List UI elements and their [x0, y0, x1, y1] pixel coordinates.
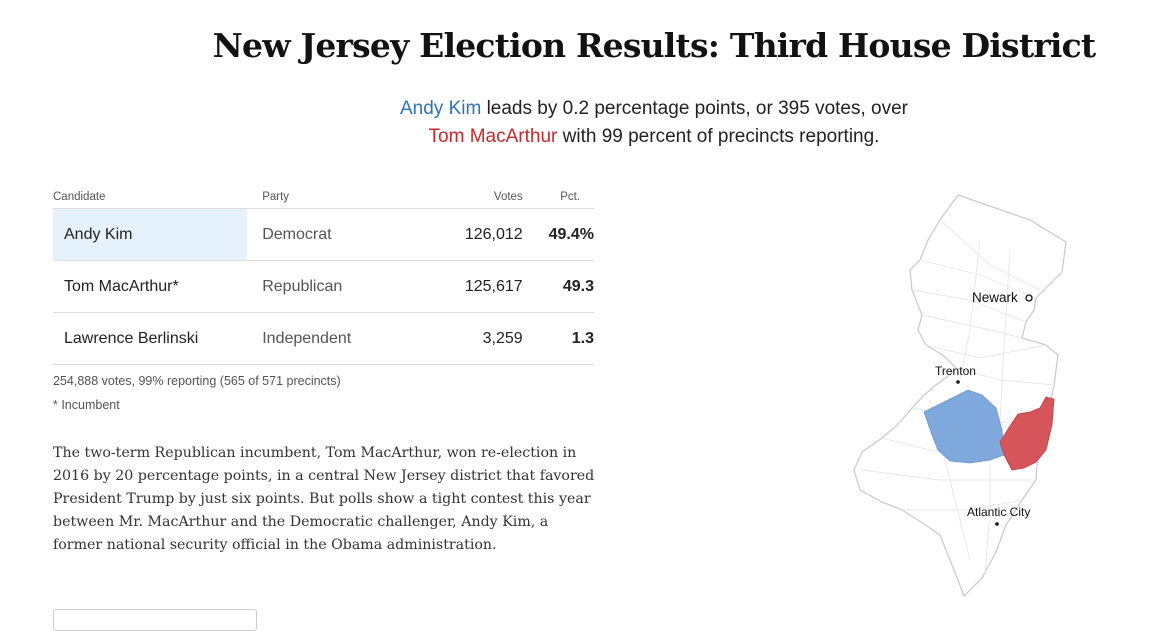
- candidate-party: Independent: [247, 312, 392, 365]
- candidate-pct: 1.3: [522, 312, 594, 365]
- district-map: [853, 194, 1067, 598]
- city-label-newark: Newark: [972, 290, 1018, 305]
- header-votes: Votes: [391, 186, 523, 209]
- article-paragraph: The two-term Republican incumbent, Tom M…: [53, 445, 595, 553]
- reporting-status: 254,888 votes, 99% reporting (565 of 571…: [53, 374, 341, 388]
- more-button[interactable]: [53, 609, 257, 631]
- header-party: Party: [247, 186, 392, 209]
- summary-text-1: leads by 0.2 percentage points, or 395 v…: [481, 98, 909, 119]
- newark-marker-icon: [1025, 294, 1033, 302]
- header-candidate: Candidate: [53, 186, 248, 209]
- candidate-votes: 125,617: [391, 260, 523, 313]
- candidate-party: Democrat: [247, 208, 392, 261]
- candidate-pct: 49.4%: [522, 208, 594, 261]
- results-summary: Andy Kim leads by 0.2 percentage points,…: [0, 95, 1164, 151]
- incumbent-note: * Incumbent: [53, 398, 120, 412]
- trailer-name: Tom MacArthur: [428, 126, 558, 147]
- table-row: Tom MacArthur* Republican 125,617 49.3: [53, 260, 594, 313]
- candidate-votes: 3,259: [391, 312, 523, 365]
- summary-text-2: with 99 percent of precincts reporting.: [557, 126, 880, 147]
- leader-name: Andy Kim: [399, 98, 482, 119]
- candidate-name: Lawrence Berlinski: [53, 312, 248, 365]
- trenton-marker-icon: [956, 380, 960, 384]
- candidate-name: Tom MacArthur*: [53, 260, 248, 313]
- page-title: New Jersey Election Results: Third House…: [212, 26, 1096, 65]
- candidate-votes: 126,012: [391, 208, 523, 261]
- city-label-atlantic-city: Atlantic City: [967, 505, 1031, 519]
- district-republican-area: [999, 396, 1055, 471]
- results-table: Candidate Party Votes Pct. Andy Kim Demo…: [53, 186, 594, 365]
- table-row: Lawrence Berlinski Independent 3,259 1.3: [53, 312, 594, 365]
- header-pct: Pct.: [522, 186, 594, 209]
- city-label-trenton: Trenton: [935, 364, 976, 378]
- table-header-row: Candidate Party Votes Pct.: [53, 186, 594, 209]
- table-row: Andy Kim Democrat 126,012 49.4%: [53, 208, 594, 261]
- atlantic-city-marker-icon: [995, 522, 999, 526]
- candidate-party: Republican: [247, 260, 392, 313]
- candidate-pct: 49.3: [522, 260, 594, 313]
- candidate-name: Andy Kim: [53, 208, 248, 261]
